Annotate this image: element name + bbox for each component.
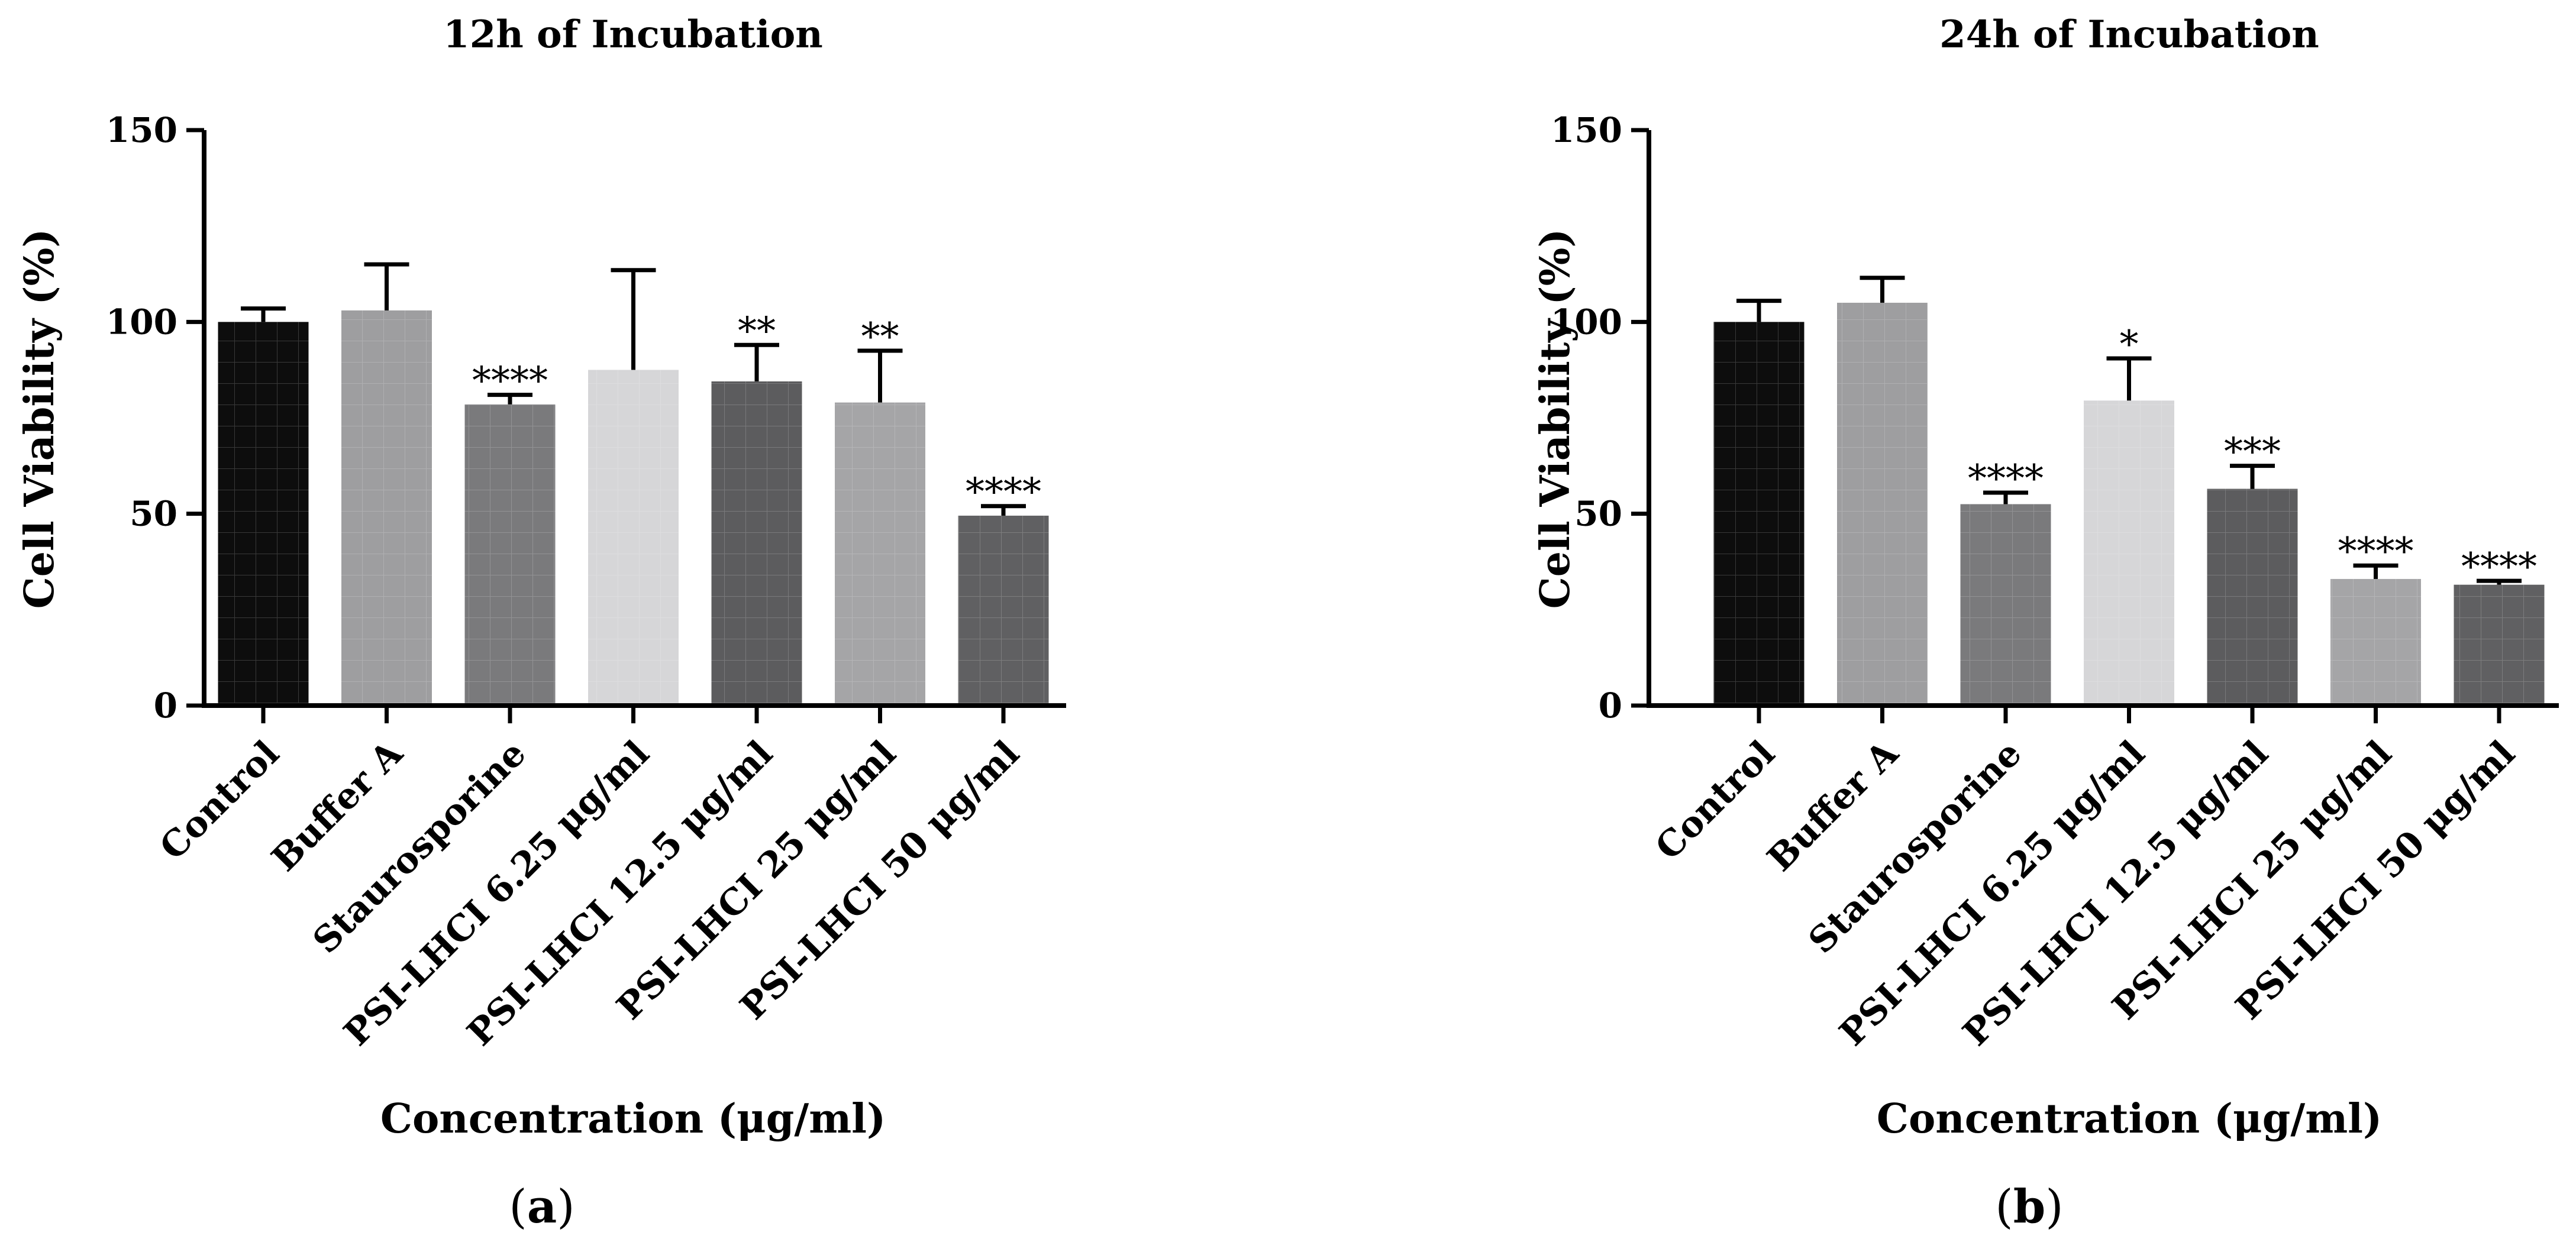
panel-a-caption-letter: a — [527, 1180, 557, 1234]
chart-a-significance-label: **** — [472, 360, 548, 403]
panel-b-caption: (b) — [1995, 1180, 2064, 1234]
chart-a-ylabel: Cell Viability (%) — [16, 229, 63, 609]
chart-a-significance-label: ** — [861, 315, 899, 359]
chart-b-significance-label: * — [2120, 323, 2139, 367]
chart-b-bar-group: **** — [1960, 457, 2051, 706]
chart-b-y-tick-label: 50 — [1574, 494, 1622, 534]
chart-b-significance-label: **** — [2461, 545, 2537, 589]
panel-a-caption: (a) — [509, 1180, 575, 1234]
chart-b-bar-texture — [2084, 400, 2174, 706]
chart-a-bar-texture — [464, 404, 556, 706]
chart-a-bar-texture — [711, 381, 802, 706]
chart-a-significance-label: **** — [966, 471, 1041, 515]
chart-b-bar-texture — [1837, 302, 1928, 706]
chart-a-y-tick-label: 150 — [106, 110, 177, 150]
chart-a-bar-group — [588, 268, 679, 706]
chart-a-y-tick-label: 100 — [106, 302, 177, 342]
chart-b-category-label: Staurosporine — [1801, 733, 2030, 962]
chart-a-bar-texture — [835, 402, 925, 706]
chart-b-title: 24h of Incubation — [1939, 12, 2319, 57]
chart-a-bar-texture — [341, 310, 432, 706]
chart-b-bar-texture — [1960, 504, 2051, 706]
chart-b-svg: 24h of Incubation Concentration (μg/ml) … — [1532, 12, 2559, 1143]
chart-a-bar-group: **** — [464, 360, 556, 706]
chart-a-y-tick-label: 50 — [130, 494, 177, 534]
chart-b-bar-group — [1837, 276, 1928, 706]
chart-a-bar-group — [218, 306, 309, 706]
chart-b-bar-texture — [2207, 489, 2298, 706]
chart-b-bar-group: **** — [2454, 545, 2545, 706]
chart-b-y-tick-label: 0 — [1599, 685, 1622, 726]
chart-a-svg: 12h of Incubation Concentration (μg/ml) … — [16, 12, 1066, 1143]
chart-b-xlabel: Concentration (μg/ml) — [1877, 1095, 2382, 1143]
chart-b-bar-group: *** — [2207, 431, 2298, 706]
chart-a-bar-group — [341, 262, 432, 706]
chart-b-bar-texture — [1713, 322, 1805, 706]
chart-b-significance-label: *** — [2224, 431, 2281, 474]
panel-b-caption-letter: b — [2013, 1180, 2046, 1234]
chart-b-ylabel: Cell Viability (%) — [1532, 229, 1579, 609]
chart-a-bar-group: **** — [958, 471, 1049, 706]
chart-a-bar-texture — [588, 370, 679, 706]
chart-a-xlabel: Concentration (μg/ml) — [380, 1095, 886, 1143]
chart-a-category-label: Staurosporine — [305, 733, 534, 962]
chart-b-bar-group: * — [2084, 323, 2174, 706]
chart-a-y-tick-label: 0 — [154, 685, 177, 726]
chart-panel-a: 12h of Incubation Concentration (μg/ml) … — [16, 12, 1066, 1234]
chart-a-bar-group: ** — [711, 309, 802, 706]
chart-b-bar-group — [1713, 299, 1805, 706]
chart-b-significance-label: **** — [2338, 530, 2414, 574]
chart-b-bar-texture — [2330, 578, 2421, 706]
chart-b-y-tick-label: 150 — [1551, 110, 1622, 150]
chart-a-bar-texture — [958, 515, 1049, 706]
chart-panel-b: 24h of Incubation Concentration (μg/ml) … — [1288, 0, 2576, 1255]
chart-b-bar-texture — [2454, 584, 2545, 706]
chart-a-significance-label: ** — [738, 309, 776, 353]
chart-a-title: 12h of Incubation — [443, 12, 823, 57]
chart-a-bar-group: ** — [835, 315, 925, 706]
chart-b-bar-group: **** — [2330, 530, 2421, 706]
chart-b-significance-label: **** — [1968, 457, 2044, 501]
chart-b-y-tick-label: 100 — [1551, 302, 1622, 342]
chart-a-bar-texture — [218, 322, 309, 706]
